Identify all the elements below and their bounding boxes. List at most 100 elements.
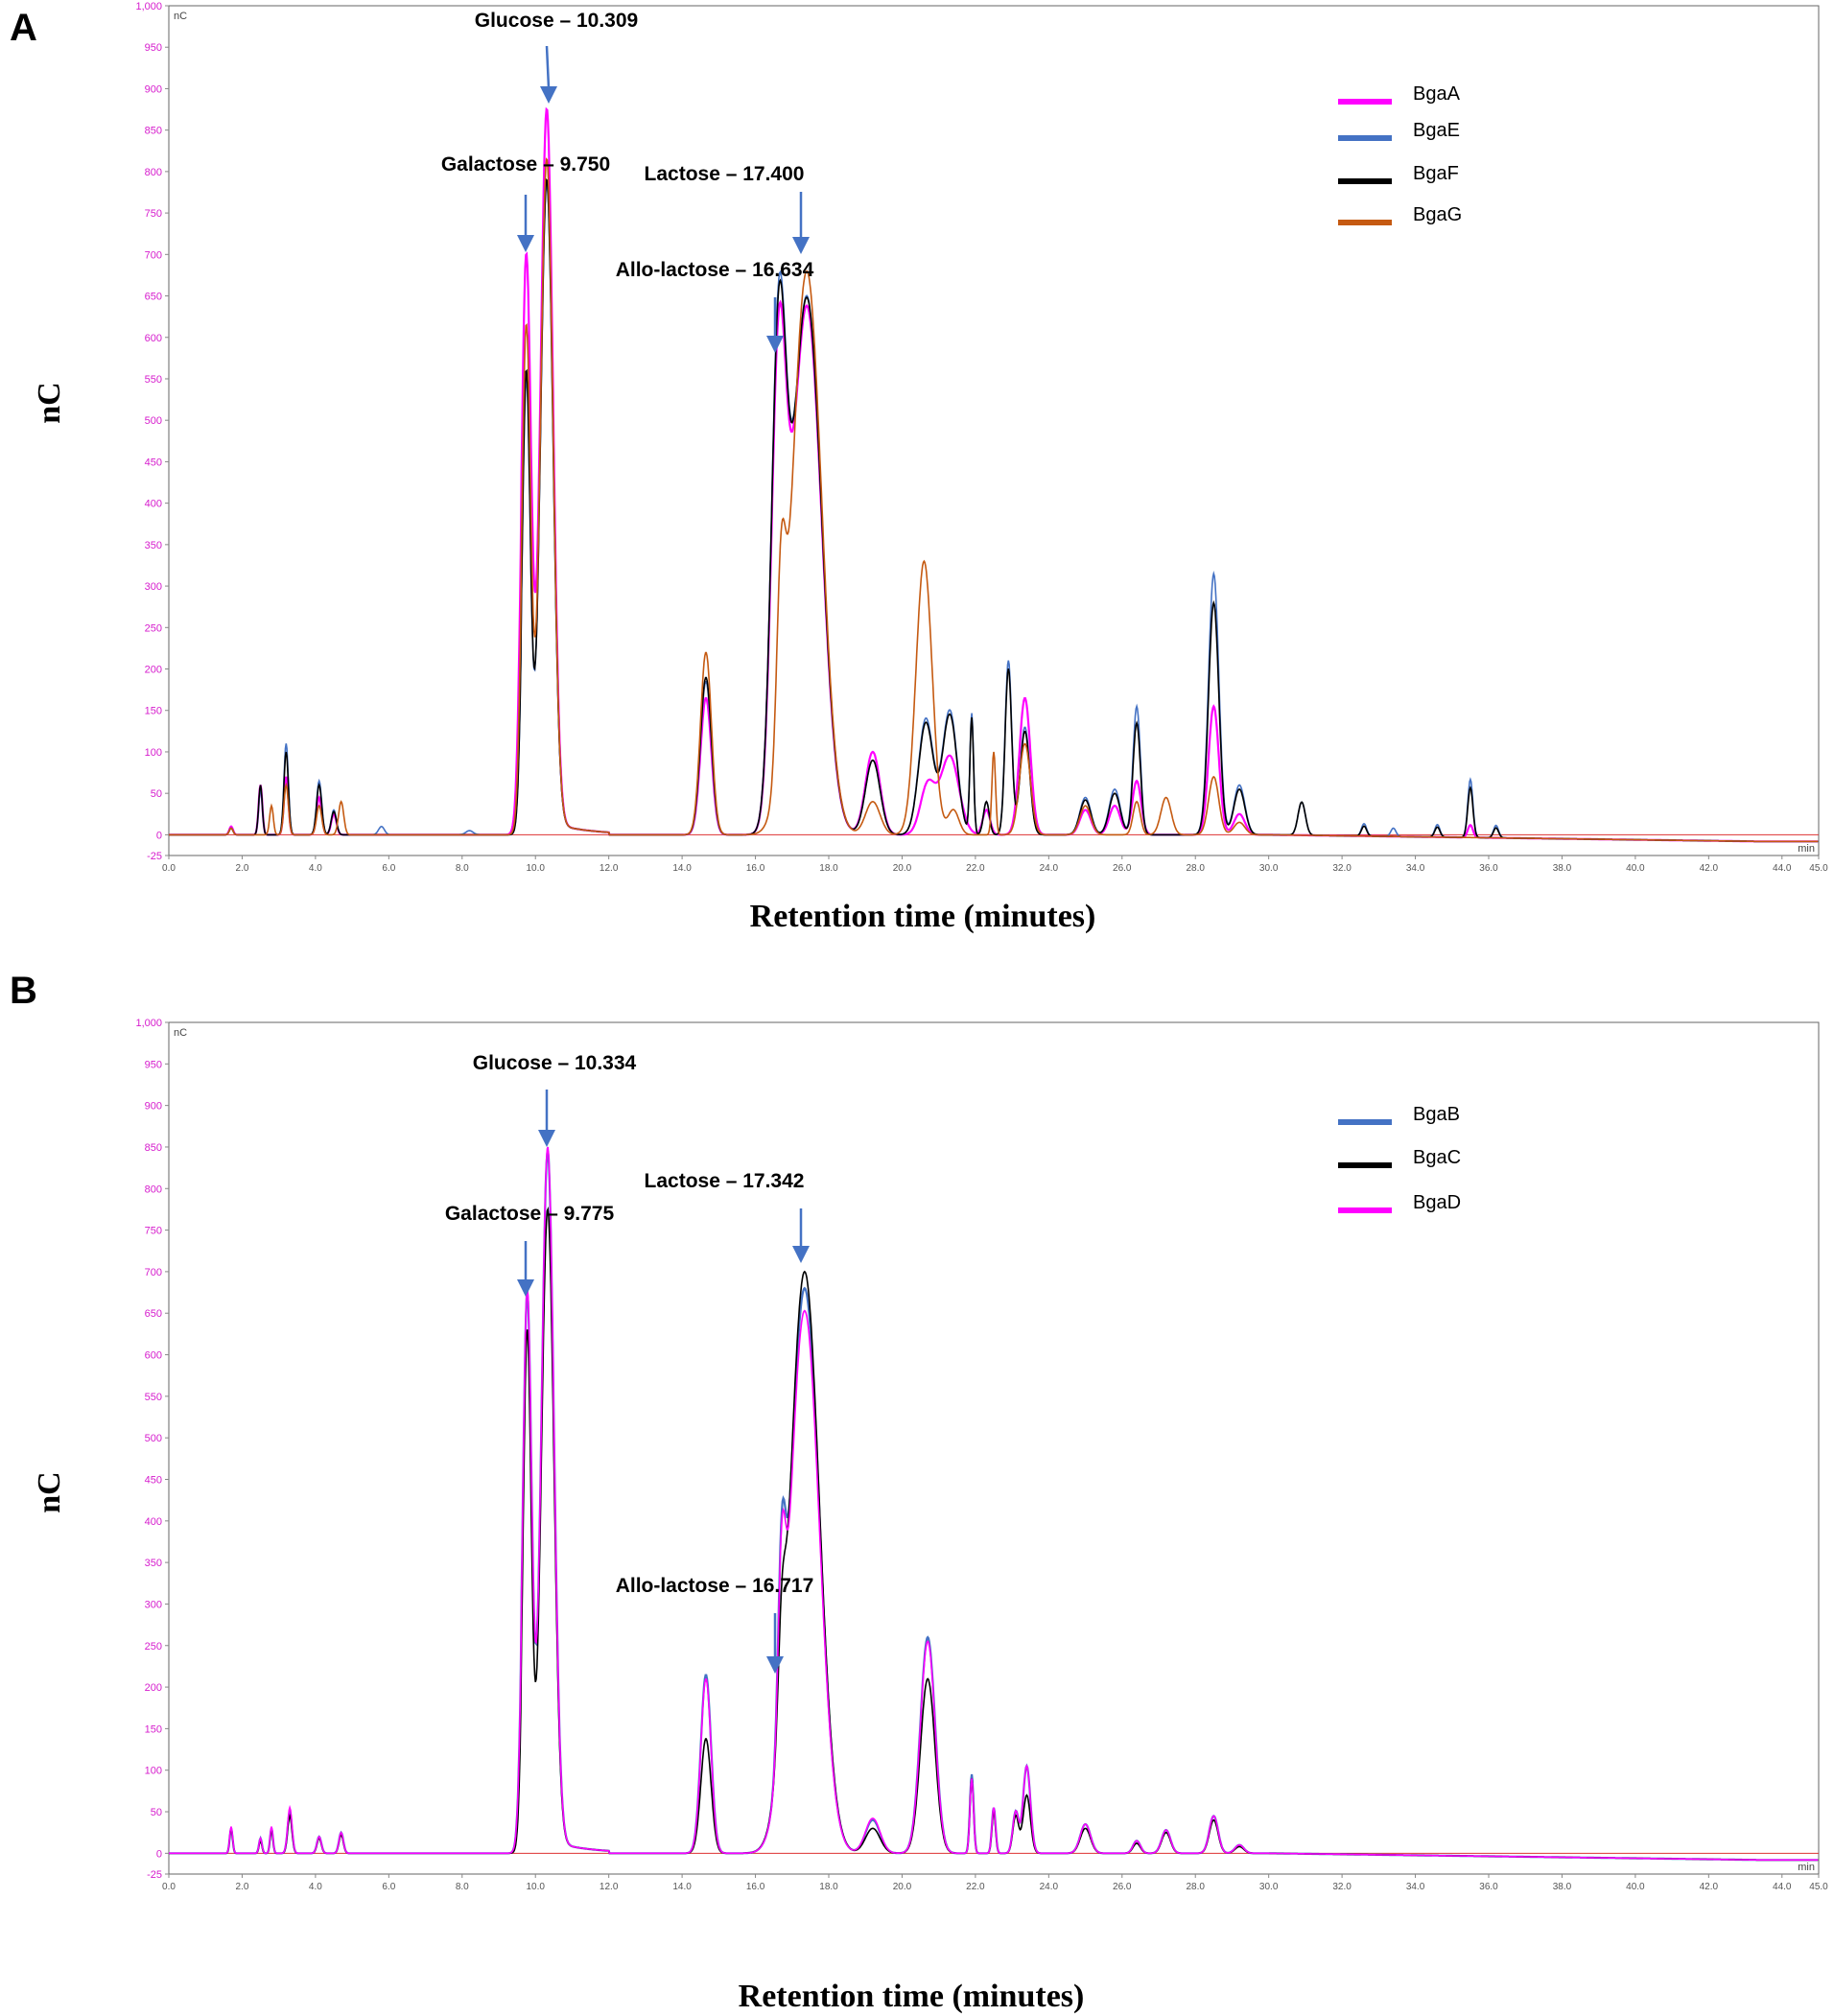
y-tick-label: 900: [145, 1101, 162, 1113]
series-line-bgaa: [169, 106, 1819, 843]
series-line-bgad: [169, 1146, 1819, 1862]
y-tick-label: 100: [145, 747, 162, 759]
x-tick-label: 16.0: [746, 863, 765, 874]
annotation-arrow-head: [538, 1130, 555, 1147]
x-tick-label: 34.0: [1406, 863, 1425, 874]
y-tick-label: 850: [145, 1142, 162, 1154]
legend-label-bgae: BgaE: [1413, 120, 1460, 141]
x-tick-label: 30.0: [1259, 863, 1279, 874]
y-tick-label: 400: [145, 1516, 162, 1528]
y-tick-label: 100: [145, 1766, 162, 1777]
y-tick-label: 150: [145, 1723, 162, 1735]
y-unit-label: nC: [174, 1027, 187, 1039]
y-tick-label: 1,000: [135, 1018, 162, 1029]
x-unit-label: min: [1798, 1862, 1815, 1873]
x-tick-label: 18.0: [819, 1882, 838, 1892]
y-tick-label: 50: [151, 788, 162, 800]
y-tick-label: 500: [145, 1433, 162, 1444]
x-tick-label: 24.0: [1040, 1882, 1059, 1892]
x-tick-label: 10.0: [526, 1882, 545, 1892]
x-tick-label: 22.0: [966, 1882, 985, 1892]
peak-annotation: Galactose – 9.750: [441, 153, 610, 176]
annotation-arrow-head: [766, 1656, 784, 1674]
y-tick-label: 650: [145, 292, 162, 303]
y-tick-label: 350: [145, 1558, 162, 1569]
x-tick-label: 42.0: [1700, 1882, 1719, 1892]
x-tick-label: 26.0: [1113, 1882, 1132, 1892]
annotation-arrow-head: [517, 1279, 534, 1297]
annotation-arrow-head: [792, 1246, 810, 1263]
panel-letter: A: [10, 7, 37, 49]
x-tick-label: 28.0: [1186, 863, 1205, 874]
x-tick-label: 45.0: [1809, 863, 1828, 874]
y-tick-label: 500: [145, 415, 162, 427]
y-tick-label: 750: [145, 1226, 162, 1237]
x-tick-label: 6.0: [382, 1882, 395, 1892]
y-tick-label: 550: [145, 1392, 162, 1403]
x-tick-label: 26.0: [1113, 863, 1132, 874]
annotation-arrow-head: [540, 86, 557, 104]
x-tick-label: 8.0: [456, 863, 469, 874]
y-tick-label: 450: [145, 1474, 162, 1486]
y-tick-label: 200: [145, 1682, 162, 1694]
legend-label-bgag: BgaG: [1413, 204, 1462, 225]
annotation-arrow-shaft: [545, 45, 551, 89]
series-line-bgag: [169, 157, 1819, 843]
y-tick-label: 800: [145, 1184, 162, 1195]
series-line-bgab: [169, 1150, 1819, 1862]
x-tick-label: 42.0: [1700, 863, 1719, 874]
legend-label-bgac: BgaC: [1413, 1147, 1461, 1168]
y-tick-label: 600: [145, 1350, 162, 1362]
peak-annotation: Glucose – 10.309: [475, 10, 638, 32]
x-tick-label: 14.0: [672, 1882, 692, 1892]
y-tick-label: -25: [147, 851, 162, 862]
x-tick-label: 18.0: [819, 863, 838, 874]
y-tick-label: 400: [145, 499, 162, 510]
x-tick-label: 40.0: [1626, 1882, 1645, 1892]
x-tick-label: 2.0: [235, 863, 248, 874]
x-tick-label: 38.0: [1553, 863, 1572, 874]
x-tick-label: 8.0: [456, 1882, 469, 1892]
y-axis-title: nC: [32, 382, 67, 423]
y-tick-label: 950: [145, 1059, 162, 1070]
y-tick-label: 300: [145, 581, 162, 593]
x-tick-label: 28.0: [1186, 1882, 1205, 1892]
x-tick-label: 12.0: [600, 863, 619, 874]
panel-letter: B: [10, 970, 37, 1012]
x-tick-label: 44.0: [1773, 863, 1792, 874]
y-tick-label: 250: [145, 1641, 162, 1653]
legend-label-bgad: BgaD: [1413, 1192, 1461, 1213]
x-tick-label: 2.0: [235, 1882, 248, 1892]
y-tick-label: 300: [145, 1599, 162, 1610]
y-tick-label: 0: [156, 830, 162, 841]
x-tick-label: 22.0: [966, 863, 985, 874]
y-axis-title: nC: [32, 1471, 67, 1512]
peak-annotation: Allo-lactose – 16.717: [616, 1575, 814, 1597]
plot-frame: [168, 5, 1820, 856]
series-line-bgac: [169, 1206, 1819, 1862]
legend-label-bgaf: BgaF: [1413, 163, 1459, 184]
annotation-arrow-head: [766, 336, 784, 353]
series-line-bgaf: [169, 177, 1819, 843]
y-tick-label: 700: [145, 1267, 162, 1278]
x-tick-label: 16.0: [746, 1882, 765, 1892]
y-tick-label: 350: [145, 540, 162, 551]
x-tick-label: 6.0: [382, 863, 395, 874]
x-tick-label: 0.0: [162, 863, 176, 874]
annotation-arrow-head: [792, 237, 810, 254]
x-tick-label: 0.0: [162, 1882, 176, 1892]
y-unit-label: nC: [174, 11, 187, 22]
y-tick-label: 150: [145, 706, 162, 717]
x-tick-label: 20.0: [893, 863, 912, 874]
x-tick-label: 32.0: [1332, 863, 1352, 874]
y-tick-label: 800: [145, 167, 162, 178]
panel-a: A -25 0 50 100 150 200 250 300 350 400 450 500 550 600…: [10, 1, 1828, 934]
x-unit-label: min: [1798, 843, 1815, 855]
y-tick-label: 700: [145, 249, 162, 261]
y-tick-label: 750: [145, 208, 162, 220]
y-tick-label: 900: [145, 83, 162, 95]
y-tick-label: 450: [145, 457, 162, 468]
y-tick-label: 200: [145, 665, 162, 676]
y-tick-label: 250: [145, 622, 162, 634]
annotation-arrow-head: [517, 235, 534, 252]
